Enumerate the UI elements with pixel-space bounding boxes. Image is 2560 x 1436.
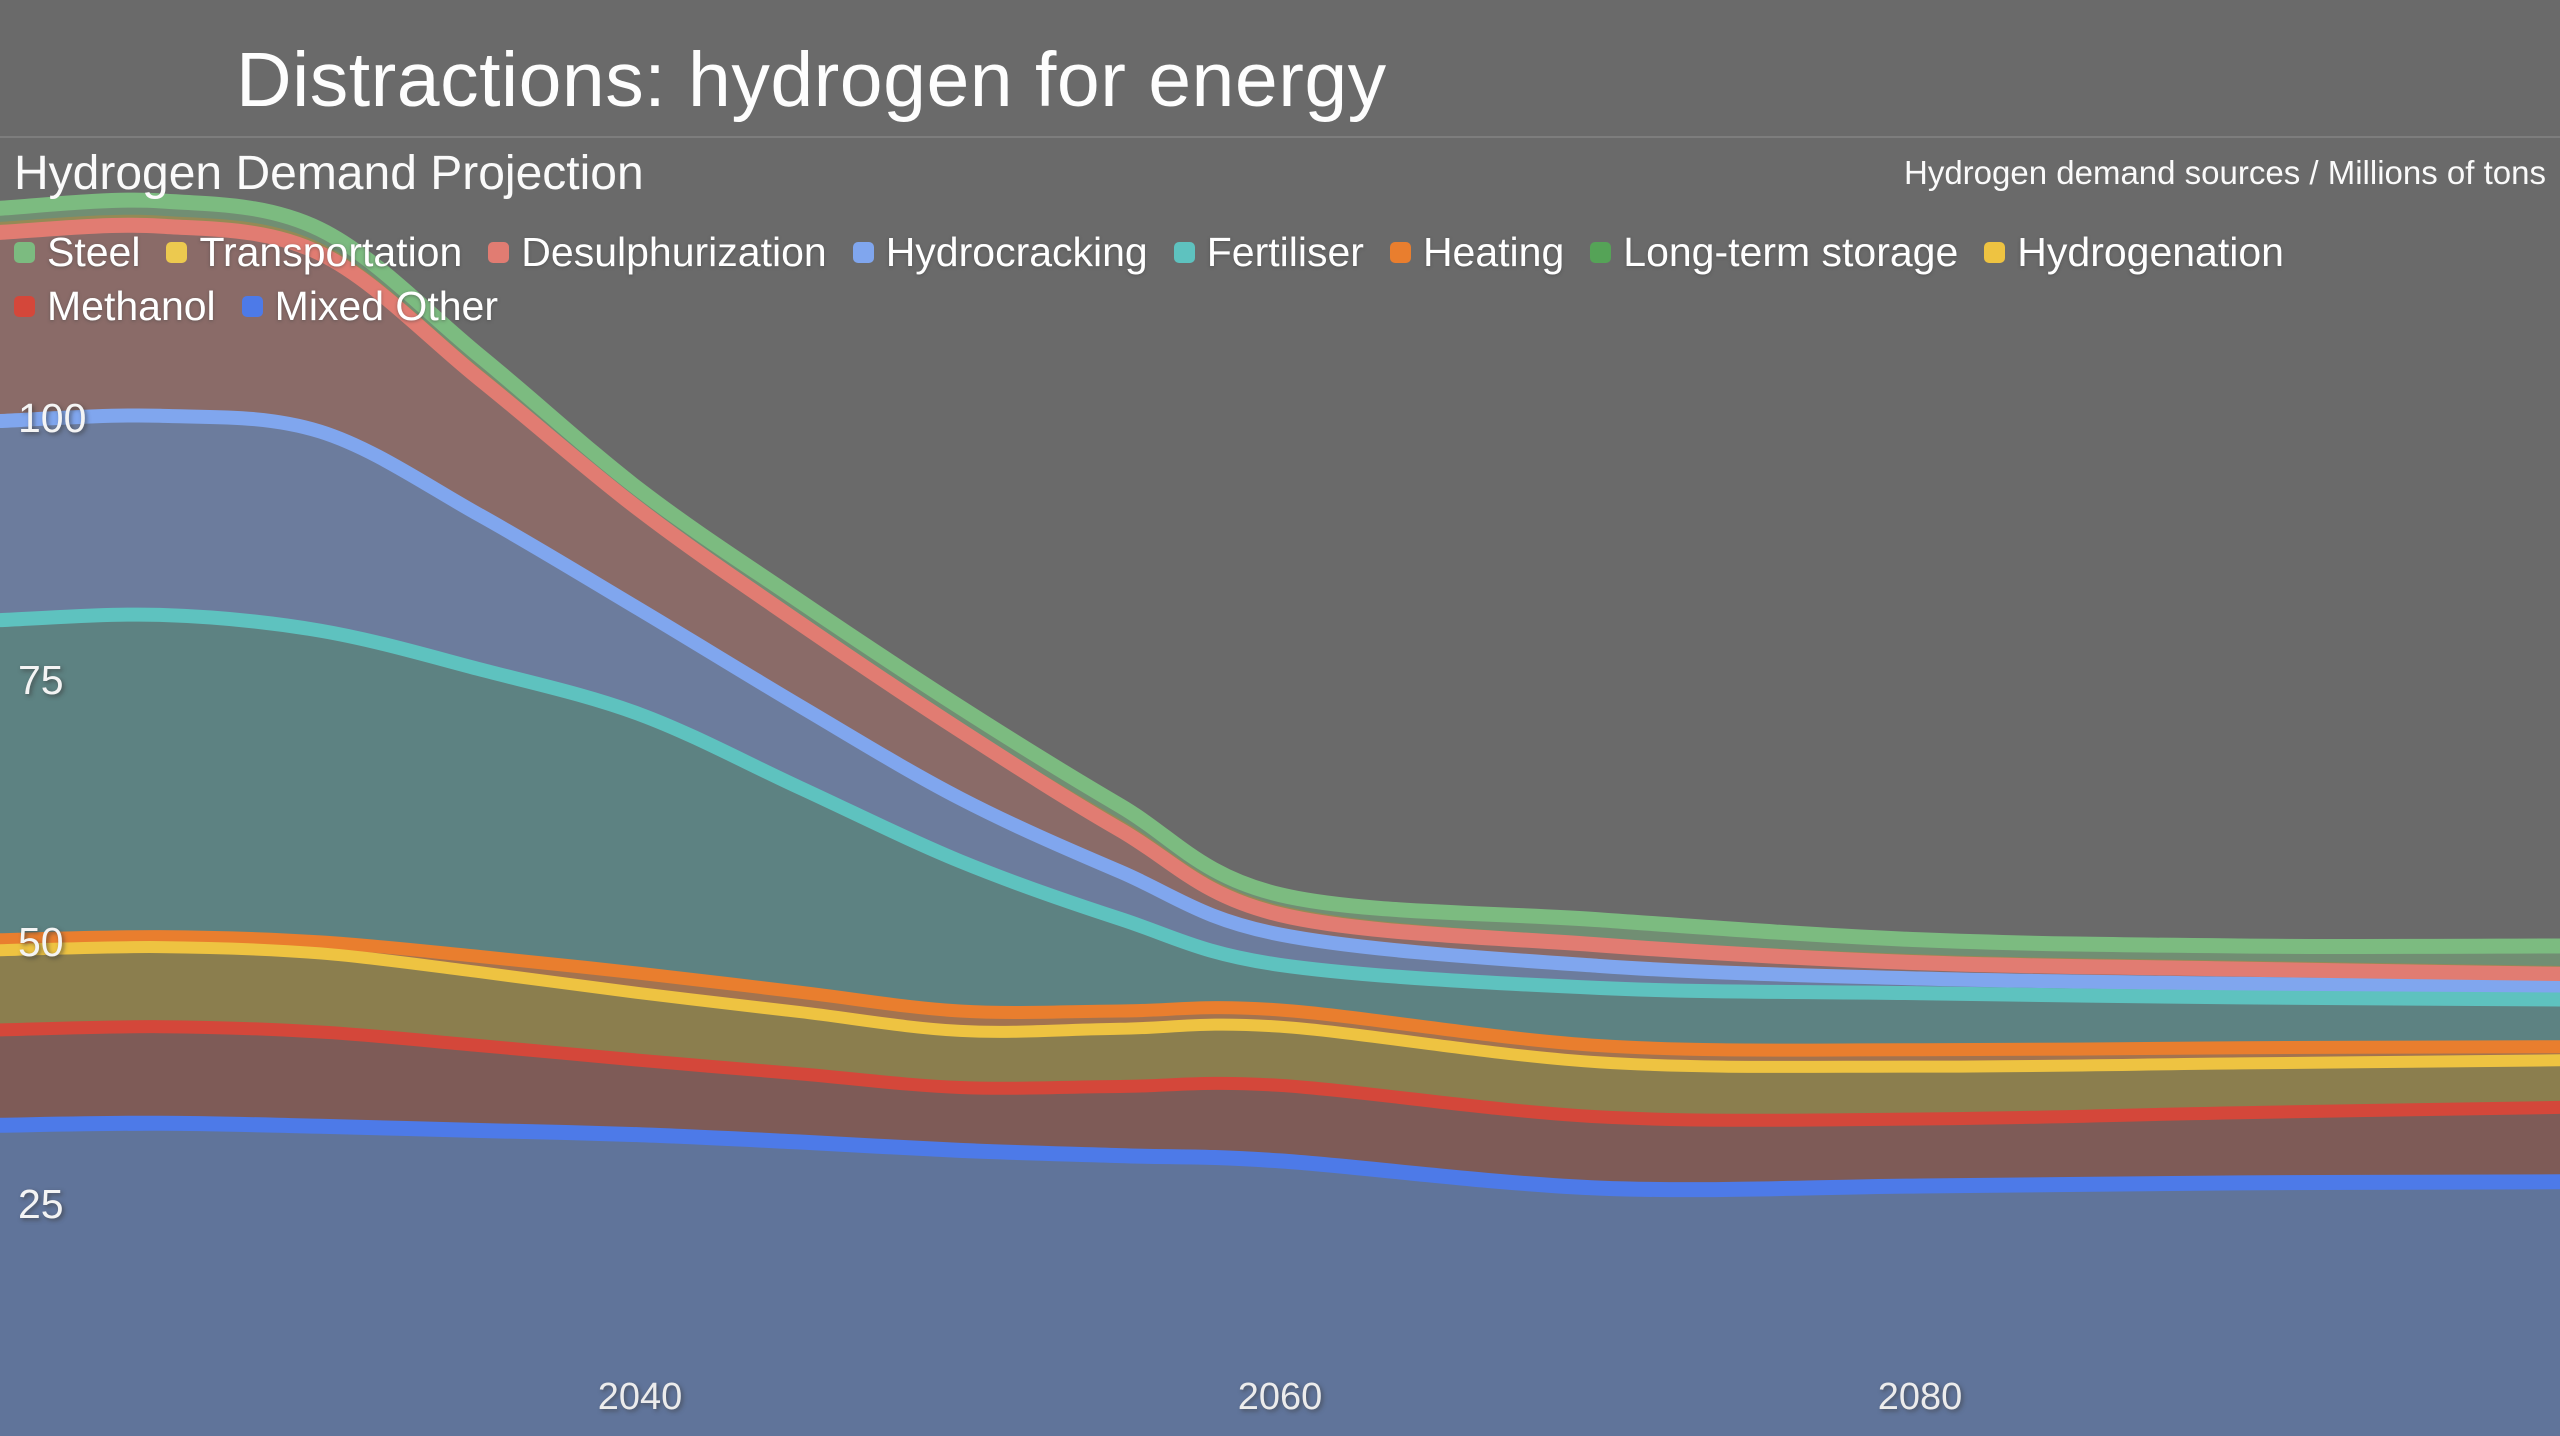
legend-marker-steel: [14, 241, 35, 263]
legend-item-methanol[interactable]: Methanol: [14, 280, 216, 332]
legend-label-heating: Heating: [1422, 228, 1565, 275]
line-mixed-other: [0, 1115, 2560, 1198]
legend-label-mixed-other: Mixed Other: [274, 282, 498, 329]
legend-label-transportation: Transportation: [199, 228, 463, 275]
legend-label-desulphurization: Desulphurization: [521, 228, 827, 275]
x-tick-2040: 2040: [597, 1376, 683, 1418]
legend-item-hydrocracking[interactable]: Hydrocracking: [852, 226, 1148, 278]
legend-marker-hydrocracking: [852, 241, 874, 263]
line-methanol: [0, 1020, 2560, 1127]
legend-label-hydrocracking: Hydrocracking: [885, 228, 1148, 275]
y-tick-75: 75: [18, 657, 64, 703]
legend-item-long-term-storage[interactable]: Long-term storage: [1590, 226, 1958, 278]
line-desulphurization: [0, 217, 2560, 982]
x-tick-2080: 2080: [1877, 1376, 1963, 1418]
legend-label-hydrogenation: Hydrogenation: [2017, 228, 2284, 275]
legend-item-hydrogenation[interactable]: Hydrogenation: [1984, 226, 2284, 278]
legend-item-mixed-other[interactable]: Mixed Other: [241, 280, 498, 332]
chart-unit-label: Hydrogen demand sources / Millions of to…: [1904, 154, 2546, 191]
chart-title: Hydrogen Demand Projection: [14, 147, 644, 200]
legend-item-heating[interactable]: Heating: [1389, 226, 1565, 278]
legend-label-methanol: Methanol: [47, 282, 216, 329]
area-mixed-other: [0, 1123, 2560, 1436]
legend-label-steel: Steel: [47, 228, 141, 275]
legend-marker-heating: [1389, 241, 1411, 263]
legend-item-steel[interactable]: Steel: [14, 226, 140, 278]
line-steel: [0, 192, 2560, 954]
line-fertiliser: [0, 607, 2560, 1007]
y-tick-25: 25: [18, 1181, 64, 1227]
line-hydrogenation: [0, 941, 2560, 1073]
legend-label-long-term-storage: Long-term storage: [1623, 228, 1959, 275]
legend-row-1: Steel Transportation Desulphurization Hydro…: [14, 226, 2284, 278]
legend-label-fertiliser: Fertiliser: [1206, 228, 1364, 275]
legend-marker-fertiliser: [1173, 241, 1195, 263]
y-tick-100: 100: [18, 395, 87, 441]
title-divider: [0, 136, 2560, 138]
legend-marker-desulphurization: [488, 241, 510, 263]
legend-marker-mixed-other: [241, 295, 263, 317]
x-tick-2060: 2060: [1237, 1376, 1323, 1418]
slide-title: Distractions: hydrogen for energy: [236, 37, 1387, 123]
legend-marker-long-term-storage: [1590, 241, 1612, 263]
line-hydrocracking: [0, 408, 2560, 995]
legend-marker-hydrogenation: [1984, 241, 2006, 263]
legend-item-transportation[interactable]: Transportation: [166, 226, 462, 278]
chart-legend: Steel Transportation Desulphurization Hydro…: [14, 226, 2284, 332]
y-tick-50: 50: [18, 919, 64, 965]
legend-marker-transportation: [166, 241, 188, 263]
line-heating: [0, 930, 2560, 1057]
legend-row-2: Methanol Mixed Other: [14, 280, 2284, 332]
legend-item-desulphurization[interactable]: Desulphurization: [488, 226, 827, 278]
legend-item-fertiliser[interactable]: Fertiliser: [1173, 226, 1364, 278]
legend-marker-methanol: [14, 295, 35, 317]
